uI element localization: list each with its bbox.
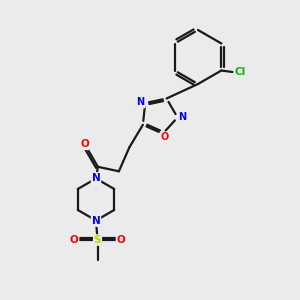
Text: N: N <box>136 98 145 107</box>
Text: Cl: Cl <box>235 67 246 77</box>
Text: O: O <box>116 235 125 245</box>
Text: O: O <box>160 132 169 142</box>
Text: O: O <box>70 235 79 245</box>
Text: O: O <box>80 139 89 149</box>
Text: N: N <box>92 216 100 226</box>
Text: N: N <box>178 112 186 122</box>
Text: S: S <box>94 235 101 245</box>
Text: N: N <box>92 173 100 183</box>
